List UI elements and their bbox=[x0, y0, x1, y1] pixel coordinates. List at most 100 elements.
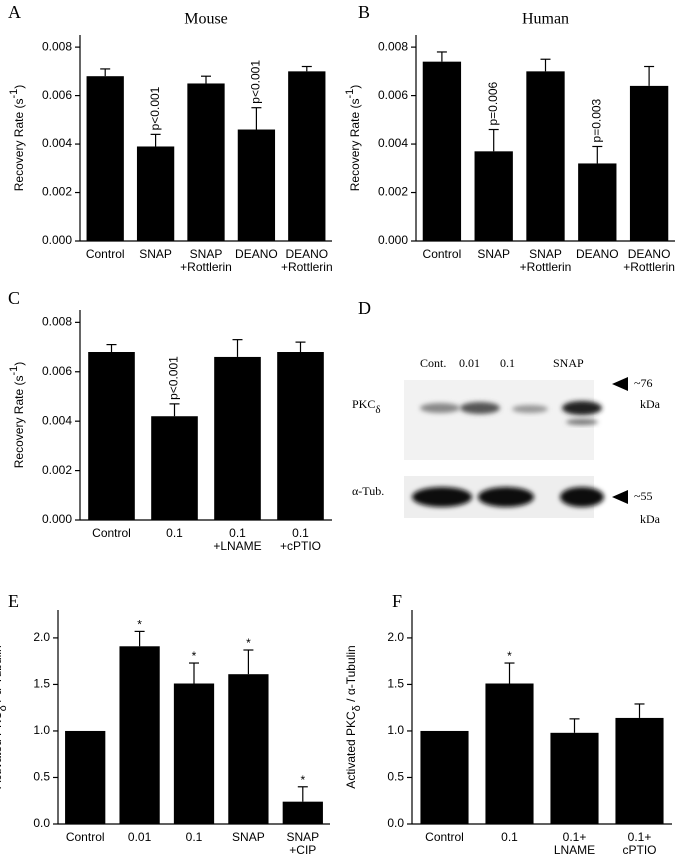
annotation: p<0.001 bbox=[148, 86, 162, 130]
y-tick-label: 0.0 bbox=[33, 816, 50, 830]
x-tick-label: +Rottlerin bbox=[180, 260, 232, 274]
x-tick-label: 0.1 bbox=[501, 830, 518, 844]
y-axis-label-part: Recovery Rate (s bbox=[12, 376, 26, 469]
x-tick-label: DEANO bbox=[285, 247, 328, 261]
bar bbox=[187, 83, 225, 242]
bar bbox=[151, 416, 198, 520]
row-label-sub: δ bbox=[375, 404, 380, 416]
y-tick-label: 0.008 bbox=[42, 39, 72, 53]
x-tick-label: DEANO bbox=[235, 247, 278, 261]
panel-letter: C bbox=[8, 288, 20, 308]
bar bbox=[237, 129, 276, 241]
x-tick-label: SNAP bbox=[529, 247, 562, 261]
x-tick-label: SNAP bbox=[190, 247, 223, 261]
lane-label: 0.1 bbox=[500, 356, 515, 370]
blot-band bbox=[512, 405, 548, 413]
y-axis-label: Recovery Rate (s-1) bbox=[8, 85, 26, 191]
y-tick-label: 2.0 bbox=[387, 630, 404, 644]
blot-membrane bbox=[404, 380, 594, 460]
annotation: * bbox=[507, 649, 512, 663]
y-tick-label: 0.006 bbox=[378, 88, 408, 102]
y-tick-label: 1.0 bbox=[387, 723, 404, 737]
x-tick-label: DEANO bbox=[576, 247, 619, 261]
bar bbox=[228, 674, 269, 824]
y-axis-label-sup: -1 bbox=[8, 366, 20, 376]
bar bbox=[526, 71, 565, 242]
y-axis-label-part: / α-Tubulin bbox=[0, 645, 4, 705]
y-tick-label: 0.000 bbox=[42, 233, 72, 247]
bar bbox=[65, 730, 106, 824]
lane-label: 0.01 bbox=[459, 356, 480, 370]
bar bbox=[474, 151, 513, 241]
lane-label: Cont. bbox=[420, 356, 446, 370]
y-tick-label: 2.0 bbox=[33, 630, 50, 644]
x-tick-label: SNAP bbox=[139, 247, 172, 261]
y-tick-label: 0.5 bbox=[33, 770, 50, 784]
blot-band bbox=[478, 487, 534, 507]
bar bbox=[420, 730, 469, 824]
y-tick-label: 0.004 bbox=[42, 136, 72, 150]
y-tick-label: 0.006 bbox=[42, 88, 72, 102]
y-tick-label: 0.008 bbox=[378, 39, 408, 53]
x-tick-label: 0.1 bbox=[186, 830, 203, 844]
y-tick-label: 1.5 bbox=[387, 677, 404, 691]
annotation: p<0.001 bbox=[167, 356, 181, 400]
marker-size: ~55 bbox=[634, 489, 653, 503]
y-axis-label-sup: -1 bbox=[344, 89, 356, 99]
x-tick-label: 0.1 bbox=[166, 526, 183, 540]
panel-letter: F bbox=[392, 591, 402, 611]
bar bbox=[578, 163, 617, 241]
x-tick-label: +LNAME bbox=[213, 539, 261, 553]
x-tick-label: +Rottlerin bbox=[623, 260, 675, 274]
y-axis-label-part: Recovery Rate (s bbox=[348, 99, 362, 192]
marker-size: ~76 bbox=[634, 376, 653, 390]
annotation: * bbox=[192, 649, 197, 663]
y-axis-label-part: Activated PKC bbox=[344, 711, 358, 789]
y-axis-label-sup: -1 bbox=[8, 89, 20, 99]
y-axis-label: Activated PKCδ / α-Tubulin bbox=[0, 645, 9, 788]
annotation: * bbox=[137, 618, 142, 632]
y-tick-label: 0.006 bbox=[42, 364, 72, 378]
bar bbox=[214, 356, 261, 520]
y-axis-label-part: / α-Tubulin bbox=[344, 645, 358, 705]
annotation: p<0.001 bbox=[249, 60, 263, 104]
x-tick-label: Control bbox=[92, 526, 131, 540]
blot-band bbox=[412, 487, 472, 507]
bar bbox=[88, 352, 135, 520]
y-tick-label: 0.008 bbox=[42, 315, 72, 329]
bar bbox=[615, 717, 664, 824]
y-tick-label: 0.002 bbox=[42, 463, 72, 477]
y-tick-label: 0.0 bbox=[387, 816, 404, 830]
y-tick-label: 0.002 bbox=[378, 185, 408, 199]
y-tick-label: 1.0 bbox=[33, 723, 50, 737]
bar bbox=[86, 76, 124, 241]
lane-label: SNAP bbox=[553, 356, 584, 370]
y-axis-label-part: ) bbox=[12, 362, 26, 366]
panel-letter: A bbox=[8, 2, 21, 22]
y-axis-label-part: Activated PKC bbox=[0, 711, 4, 789]
blot-band bbox=[562, 401, 602, 415]
x-tick-label: Control bbox=[423, 247, 462, 261]
x-tick-label: +cPTIO bbox=[280, 539, 321, 553]
marker-arrow bbox=[612, 490, 628, 504]
y-tick-label: 0.5 bbox=[387, 770, 404, 784]
x-tick-label: cPTIO bbox=[622, 843, 656, 857]
y-axis-label: Activated PKCδ / α-Tubulin bbox=[344, 645, 363, 788]
annotation: p=0.003 bbox=[589, 98, 603, 142]
bar bbox=[173, 683, 215, 824]
bar bbox=[422, 61, 462, 241]
blot-band bbox=[560, 487, 604, 507]
y-axis-label-part: Recovery Rate (s bbox=[12, 99, 26, 192]
blot-panel: D Cont. 0.01 0.1 SNAP PKCδ α-Tub. ~76 kD… bbox=[352, 298, 661, 526]
marker-unit: kDa bbox=[640, 512, 661, 526]
blot-band bbox=[566, 419, 598, 425]
panel-letter: E bbox=[8, 591, 19, 611]
bar bbox=[485, 683, 534, 824]
x-tick-label: 0.01 bbox=[128, 830, 152, 844]
x-tick-label: 0.1 bbox=[292, 526, 309, 540]
y-axis-label: Recovery Rate (s-1) bbox=[8, 362, 26, 468]
y-tick-label: 0.000 bbox=[378, 233, 408, 247]
chart-title: Human bbox=[522, 11, 569, 28]
bar bbox=[136, 146, 175, 241]
